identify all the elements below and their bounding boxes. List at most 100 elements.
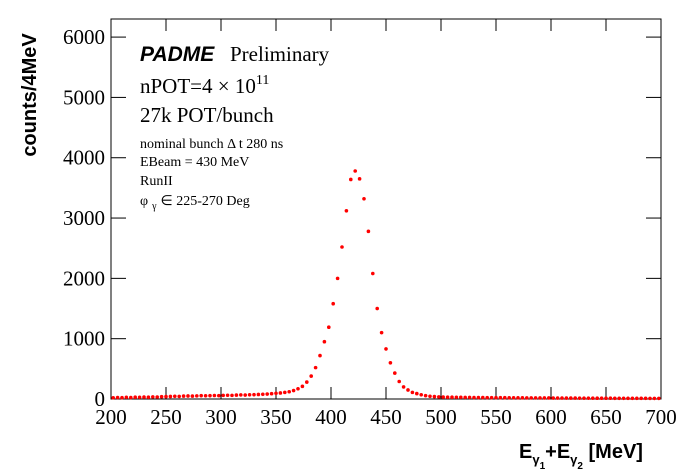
data-point xyxy=(305,380,309,384)
data-point xyxy=(467,395,472,400)
x-tick-label: 400 xyxy=(315,405,347,429)
data-point xyxy=(498,395,503,400)
data-point xyxy=(327,325,331,330)
data-point xyxy=(208,393,212,398)
data-point xyxy=(111,395,115,400)
data-point xyxy=(265,392,270,396)
data-point xyxy=(560,396,564,400)
data-point xyxy=(247,392,252,397)
data-point xyxy=(313,365,318,370)
data-point xyxy=(296,386,300,391)
bunch: nominal bunch Δ t 280 ns xyxy=(140,137,283,152)
data-point xyxy=(335,276,340,281)
data-point xyxy=(221,393,225,398)
data-point xyxy=(274,391,278,396)
data-point xyxy=(331,301,336,306)
data-point xyxy=(173,394,177,399)
data-point xyxy=(239,393,243,397)
data-point xyxy=(120,395,124,400)
data-point xyxy=(322,339,327,344)
data-point xyxy=(621,396,626,401)
x-tick-label: 500 xyxy=(425,405,457,429)
data-point xyxy=(533,396,538,400)
data-point xyxy=(595,396,599,401)
data-point xyxy=(582,396,586,400)
data-point xyxy=(269,391,274,396)
ebeam: EBeam = 430 MeV xyxy=(140,155,249,170)
x-tick-label: 650 xyxy=(590,405,622,429)
data-point xyxy=(542,396,547,400)
data-point xyxy=(371,271,375,276)
y-tick-label: 0 xyxy=(95,387,106,411)
experiment: PADME xyxy=(140,43,215,66)
x-tick-label: 350 xyxy=(260,405,292,429)
data-point xyxy=(309,374,314,378)
data-point xyxy=(428,394,432,399)
data-point xyxy=(410,390,415,395)
data-point xyxy=(357,177,362,181)
phi-symbol: φ xyxy=(140,194,148,209)
phi-sub: γ xyxy=(151,201,157,212)
data-point xyxy=(401,385,406,389)
data-point xyxy=(454,395,459,400)
data-point xyxy=(142,395,146,399)
x-label-unit: [MeV] xyxy=(583,441,643,463)
data-point xyxy=(441,395,446,399)
data-point xyxy=(459,395,463,400)
data-point xyxy=(225,393,230,398)
data-point xyxy=(362,196,366,201)
data-point xyxy=(388,361,393,365)
data-point xyxy=(525,396,529,400)
data-point xyxy=(569,396,573,400)
data-point xyxy=(230,393,234,398)
y-tick-label: 3000 xyxy=(63,206,105,230)
data-point xyxy=(573,396,577,400)
data-point xyxy=(463,395,468,400)
x-tick-label: 200 xyxy=(95,405,127,429)
data-point xyxy=(577,396,582,400)
data-point xyxy=(155,395,159,399)
data-point xyxy=(604,396,608,401)
data-point xyxy=(551,396,555,400)
data-point xyxy=(379,330,384,335)
data-point xyxy=(124,395,129,400)
data-point xyxy=(199,393,203,398)
data-point xyxy=(520,396,525,400)
x-label-e1: E xyxy=(519,441,532,463)
data-point xyxy=(630,396,635,401)
data-point xyxy=(639,396,643,401)
data-point xyxy=(591,396,595,400)
data-point xyxy=(366,229,371,234)
data-point xyxy=(485,395,490,400)
pot-bunch: 27k POT/bunch xyxy=(140,103,274,127)
data-point xyxy=(617,396,621,401)
data-point xyxy=(503,395,507,400)
data-point xyxy=(406,388,410,392)
data-point xyxy=(344,209,349,213)
data-point xyxy=(217,393,221,398)
npot-text: nPOT=4 × 10 xyxy=(140,74,256,98)
data-point xyxy=(476,395,481,400)
data-point xyxy=(432,394,437,399)
data-point xyxy=(177,394,181,399)
data-point xyxy=(212,393,217,398)
data-point xyxy=(608,396,613,401)
data-point xyxy=(648,396,652,401)
data-point xyxy=(375,306,380,311)
data-point xyxy=(129,395,133,400)
x-tick-label: 300 xyxy=(205,405,237,429)
y-tick-label: 1000 xyxy=(63,327,105,351)
x-tick-label: 250 xyxy=(150,405,182,429)
data-point xyxy=(538,396,542,400)
data-point xyxy=(146,395,151,399)
x-tick-label: 700 xyxy=(645,405,677,429)
data-point xyxy=(626,396,630,401)
data-point xyxy=(151,395,155,399)
phi: φ γ ∈ 225-270 Deg xyxy=(140,194,250,212)
data-point xyxy=(159,394,164,399)
data-point xyxy=(564,396,569,400)
data-point xyxy=(291,388,296,393)
data-point xyxy=(252,392,256,397)
data-point xyxy=(195,394,199,398)
